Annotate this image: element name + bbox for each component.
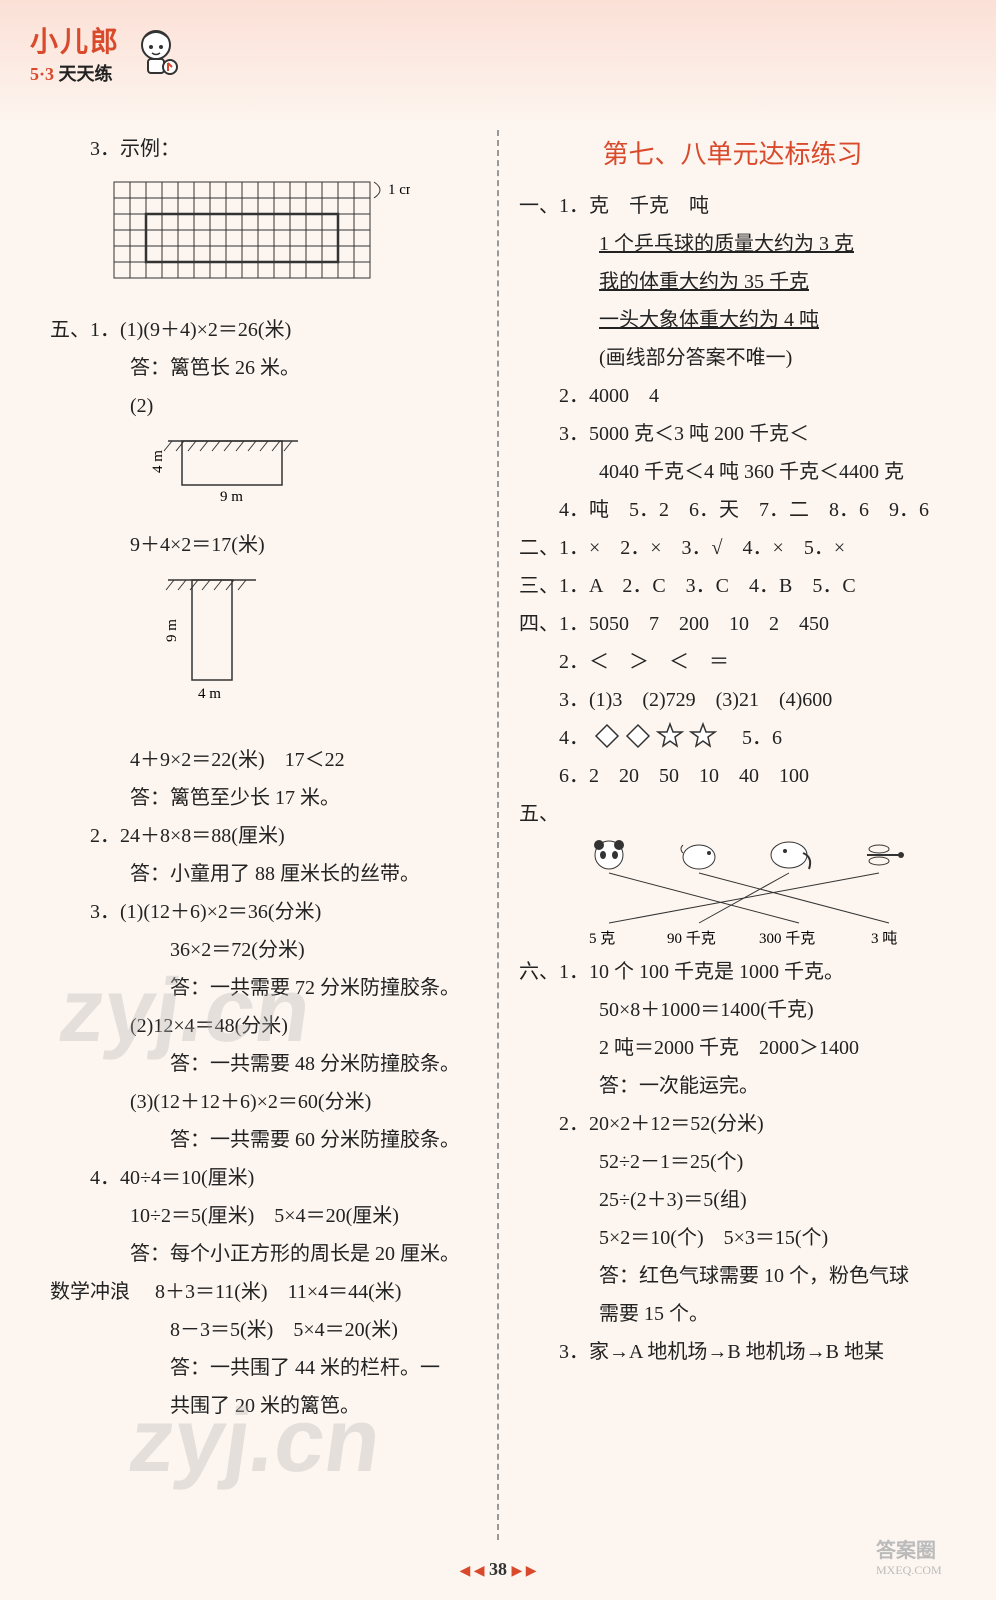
surf-b: 8－3＝5(米) 5×4＝20(米) xyxy=(50,1311,477,1349)
q3-label: 3．示例： xyxy=(50,130,477,168)
pager-num: 38 xyxy=(489,1559,507,1579)
q5-3-1a: 3．(1)(12＋6)×2＝36(分米) xyxy=(50,893,477,931)
content-columns: 3．示例： 1 cm xyxy=(50,130,946,1540)
vi-2a: 2．20×2＋12＝52(分米) xyxy=(519,1105,946,1143)
i1-1d: 一头大象体重大约为 4 吨 xyxy=(519,301,946,339)
svg-text:4 m: 4 m xyxy=(150,450,166,473)
vi-3: 3．家→A 地机场→B 地机场→B 地某 xyxy=(519,1333,946,1371)
q5-2-ans: 答：小童用了 88 厘米长的丝带。 xyxy=(50,855,477,893)
diamond-icon xyxy=(625,723,651,749)
brand-tag: 天天练 xyxy=(59,64,113,84)
vi-1a: 六、1．10 个 100 千克是 1000 千克。 xyxy=(519,953,946,991)
diamond-icon xyxy=(594,723,620,749)
vi-1c: 2 吨＝2000 千克 2000＞1400 xyxy=(519,1029,946,1067)
i1-3a: 3．5000 克＜3 吨 200 千克＜ xyxy=(519,415,946,453)
iv-4-row: 4． 5．6 xyxy=(519,719,946,757)
vi-2b: 52÷2－1＝25(个) xyxy=(519,1143,946,1181)
q5-1-2-ans: 答：篱笆至少长 17 米。 xyxy=(50,779,477,817)
i1-4: 4．吨 5．2 6．天 7．二 8．6 9．6 xyxy=(519,491,946,529)
surf-a: 8＋3＝11(米) 11×4＝44(米) xyxy=(155,1281,401,1303)
ii: 二、1．× 2．× 3．√ 4．× 5．× xyxy=(519,529,946,567)
q5-4b: 10÷2＝5(厘米) 5×4＝20(厘米) xyxy=(50,1197,477,1235)
q5-1-1-ans: 答：篱笆长 26 米。 xyxy=(50,349,477,387)
right-column: 第七、八单元达标练习 一、1．克 千克 吨 1 个乒乓球的质量大约为 3 克 我… xyxy=(499,130,946,1540)
source-stamp: 答案圈 MXEQ.COM xyxy=(876,1534,986,1590)
i1-1c: 我的体重大约为 35 千克 xyxy=(519,263,946,301)
q5-3-1b: 36×2＝72(分米) xyxy=(50,931,477,969)
matching-figure: 5 克 90 千克 300 千克 3 吨 xyxy=(579,833,939,953)
left-column: 3．示例： 1 cm xyxy=(50,130,497,1540)
brand-name: 小儿郎 xyxy=(30,20,120,60)
stamp-line1: 答案圈 xyxy=(876,1534,986,1563)
surf-line1: 数学冲浪 8＋3＝11(米) 11×4＝44(米) xyxy=(50,1273,477,1311)
star-icon xyxy=(656,722,684,750)
svg-text:90 千克: 90 千克 xyxy=(667,930,716,947)
svg-text:4 m: 4 m xyxy=(198,686,221,702)
svg-text:300 千克: 300 千克 xyxy=(759,930,815,947)
chicken-icon xyxy=(681,845,715,869)
q5-1-2-expr: 9＋4×2＝17(米) xyxy=(50,526,477,564)
i1-1e: (画线部分答案不唯一) xyxy=(519,339,946,377)
svg-text:9 m: 9 m xyxy=(164,619,180,642)
surf-ans1: 答：一共围了 44 米的栏杆。一 xyxy=(50,1349,477,1387)
elephant-icon xyxy=(771,842,810,869)
brand-series-num: 5·3 xyxy=(30,64,54,84)
panda-icon xyxy=(594,840,624,869)
svg-text:5 克: 5 克 xyxy=(589,930,615,947)
cartoon-boy-icon xyxy=(126,25,186,81)
q5-3-2a: (2)12×4＝48(分米) xyxy=(50,1007,477,1045)
q5-3-3-ans: 答：一共需要 60 分米防撞胶条。 xyxy=(50,1121,477,1159)
iv-4-label: 4． xyxy=(559,727,589,749)
q5-1-2-label: (2) xyxy=(50,387,477,425)
q5-3-3a: (3)(12＋12＋6)×2＝60(分米) xyxy=(50,1083,477,1121)
brand-series: 5·3 天天练 xyxy=(30,60,120,86)
vi-1d: 答：一次能运完。 xyxy=(519,1067,946,1105)
pager-left-icon: ◀ ◀ xyxy=(459,1564,484,1579)
vi-1b: 50×8＋1000＝1400(千克) xyxy=(519,991,946,1029)
vi-2f: 需要 15 个。 xyxy=(519,1295,946,1333)
vi-2e: 答：红色气球需要 10 个，粉色气球 xyxy=(519,1257,946,1295)
rect-figure-1: 4 m 9 m xyxy=(150,433,320,507)
i1-1b: 1 个乒乓球的质量大约为 3 克 xyxy=(519,225,946,263)
iv-6: 6．2 20 50 10 40 100 xyxy=(519,757,946,795)
grid-figure: 1 cm xyxy=(110,168,410,298)
surf-ans2: 共围了 20 米的篱笆。 xyxy=(50,1387,477,1425)
q5-1-1: 五、1．(1)(9＋4)×2＝26(米) xyxy=(50,311,477,349)
iv-1: 四、1．5050 7 200 10 2 450 xyxy=(519,605,946,643)
page-number: ◀ ◀ 38 ▶ ▶ xyxy=(0,1559,996,1580)
stamp-line2: MXEQ.COM xyxy=(876,1563,986,1578)
svg-text:9 m: 9 m xyxy=(220,489,243,505)
svg-text:3 吨: 3 吨 xyxy=(871,930,897,947)
q5-3-2-ans: 答：一共需要 48 分米防撞胶条。 xyxy=(50,1045,477,1083)
v-label: 五、 xyxy=(519,803,559,825)
q5-3-1-ans: 答：一共需要 72 分米防撞胶条。 xyxy=(50,969,477,1007)
page: 小儿郎 5·3 天天练 3．示例： xyxy=(0,0,996,1600)
vi-2c: 25÷(2＋3)＝5(组) xyxy=(519,1181,946,1219)
pager-right-icon: ▶ ▶ xyxy=(512,1564,537,1579)
surf-label: 数学冲浪 xyxy=(50,1281,130,1303)
star-icon xyxy=(689,722,717,750)
vi-2d: 5×2＝10(个) 5×3＝15(个) xyxy=(519,1219,946,1257)
svg-text:1 cm: 1 cm xyxy=(388,182,410,198)
section-title: 第七、八单元达标练习 xyxy=(519,130,946,179)
i1-1a: 一、1．克 千克 吨 xyxy=(519,187,946,225)
i1-3b: 4040 千克＜4 吨 360 千克＜4400 克 xyxy=(519,453,946,491)
iii: 三、1．A 2．C 3．C 4．B 5．C xyxy=(519,567,946,605)
dragonfly-icon xyxy=(867,845,904,865)
rect-figure-2: 9 m 4 m xyxy=(150,572,280,722)
i1-2: 2．4000 4 xyxy=(519,377,946,415)
brand: 小儿郎 5·3 天天练 xyxy=(30,20,120,86)
iv-4-tail: 5．6 xyxy=(742,727,782,749)
header: 小儿郎 5·3 天天练 xyxy=(30,20,186,86)
iv-2: 2．＜ ＞ ＜ ＝ xyxy=(519,643,946,681)
iv-3: 3．(1)3 (2)729 (3)21 (4)600 xyxy=(519,681,946,719)
q5-2: 2．24＋8×8＝88(厘米) xyxy=(50,817,477,855)
q5-4a: 4．40÷4＝10(厘米) xyxy=(50,1159,477,1197)
q5-1-2-expr2: 4＋9×2＝22(米) 17＜22 xyxy=(50,741,477,779)
q5-4-ans: 答：每个小正方形的周长是 20 厘米。 xyxy=(50,1235,477,1273)
